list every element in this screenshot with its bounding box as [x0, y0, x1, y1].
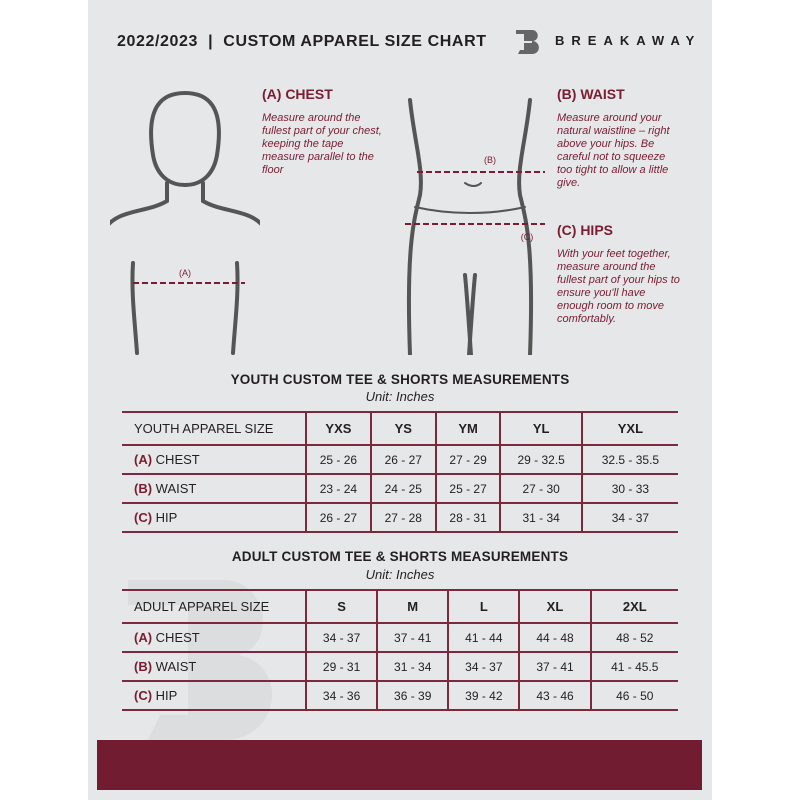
table-cell: 37 - 41 — [518, 651, 591, 682]
table-cell: 25 - 26 — [305, 444, 371, 475]
table-cell: 24 - 25 — [369, 473, 436, 504]
table-cell: 26 - 27 — [305, 502, 371, 533]
adult-title: ADULT CUSTOM TEE & SHORTS MEASUREMENTS — [231, 549, 569, 564]
hips-description: With your feet together, measure around … — [557, 248, 680, 325]
table-cell: 44 - 48 — [518, 622, 591, 653]
table-row: (A) CHEST 25 - 26 26 - 27 27 - 29 29 - 32.5 3… — [122, 444, 678, 475]
footer-bar — [97, 740, 702, 790]
waist-heading: (B) WAIST — [557, 86, 625, 102]
upper-body-figure: (A) — [110, 90, 260, 355]
table-cell: 32.5 - 35.5 — [580, 444, 678, 475]
table-header-row: YOUTH APPAREL SIZE YXS YS YM YL YXL — [122, 411, 678, 446]
chest-description: Measure around the fullest part of your … — [262, 112, 382, 176]
size-col: L — [447, 589, 520, 624]
table-cell: 46 - 50 — [589, 680, 678, 711]
table-cell: 28 - 31 — [434, 502, 501, 533]
table-cell: 43 - 46 — [518, 680, 591, 711]
size-col: YL — [499, 411, 582, 446]
size-col: YM — [434, 411, 501, 446]
table-cell: 34 - 36 — [304, 680, 378, 711]
size-col: XL — [518, 589, 591, 624]
table-cell: 25 - 27 — [434, 473, 501, 504]
table-cell: (C) HIP — [122, 680, 306, 711]
table-cell: 31 - 34 — [376, 651, 449, 682]
table-cell: 27 - 30 — [499, 473, 582, 504]
table-row: (B) WAIST 29 - 31 31 - 34 34 - 37 37 - 41 41 … — [122, 651, 678, 682]
waist-description: Measure around your natural waistline – … — [557, 112, 670, 189]
size-col: YXS — [305, 411, 371, 446]
table-row: (B) WAIST 23 - 24 24 - 25 25 - 27 27 - 30 30 … — [122, 473, 678, 504]
table-cell: (B) WAIST — [122, 473, 306, 504]
table-cell: (A) CHEST — [122, 622, 306, 653]
youth-size-table: YOUTH APPAREL SIZE YXS YS YM YL YXL (A) CHES… — [122, 411, 678, 533]
table-cell: 36 - 39 — [376, 680, 449, 711]
table-cell: 26 - 27 — [369, 444, 436, 475]
table-cell: (B) WAIST — [122, 651, 306, 682]
size-col: 2XL — [589, 589, 678, 624]
chest-heading: (A) CHEST — [262, 86, 333, 102]
size-col: S — [304, 589, 378, 624]
table-row: (C) HIP 26 - 27 27 - 28 28 - 31 31 - 34 34 - … — [122, 502, 678, 533]
page-title: 2022/2023 | CUSTOM APPAREL SIZE CHART — [117, 33, 487, 50]
table-cell: (A) CHEST — [122, 444, 306, 475]
size-col: M — [376, 589, 449, 624]
youth-unit: Unit: Inches — [365, 389, 435, 404]
adult-unit: Unit: Inches — [365, 567, 435, 582]
breakaway-logo-icon — [512, 30, 539, 54]
table-cell: 48 - 52 — [589, 622, 678, 653]
table-cell: 27 - 28 — [369, 502, 436, 533]
size-label: ADULT APPAREL SIZE — [122, 589, 306, 624]
waist-marker: (B) — [484, 155, 496, 165]
table-cell: 41 - 45.5 — [589, 651, 678, 682]
table-cell: 41 - 44 — [447, 622, 520, 653]
table-cell: 34 - 37 — [304, 622, 378, 653]
table-cell: 37 - 41 — [376, 622, 449, 653]
table-cell: 27 - 29 — [434, 444, 501, 475]
table-cell: 23 - 24 — [305, 473, 371, 504]
table-cell: 29 - 31 — [304, 651, 378, 682]
size-label: YOUTH APPAREL SIZE — [122, 411, 306, 446]
table-cell: 29 - 32.5 — [499, 444, 582, 475]
table-cell: 31 - 34 — [499, 502, 582, 533]
table-row: (C) HIP 34 - 36 36 - 39 39 - 42 43 - 46 46 - … — [122, 680, 678, 711]
table-cell: 34 - 37 — [580, 502, 678, 533]
youth-title: YOUTH CUSTOM TEE & SHORTS MEASUREMENTS — [230, 372, 570, 387]
table-cell: 30 - 33 — [580, 473, 678, 504]
table-cell: 34 - 37 — [447, 651, 520, 682]
table-row: (A) CHEST 34 - 37 37 - 41 41 - 44 44 - 48 48 … — [122, 622, 678, 653]
size-col: YXL — [580, 411, 678, 446]
lower-body-figure: (B) (C) — [405, 98, 545, 355]
table-cell: (C) HIP — [122, 502, 306, 533]
table-header-row: ADULT APPAREL SIZE S M L XL 2XL — [122, 589, 678, 624]
brand-name: BREAKAWAY — [555, 33, 702, 48]
chest-marker: (A) — [179, 268, 191, 278]
table-cell: 39 - 42 — [447, 680, 520, 711]
hips-heading: (C) HIPS — [557, 222, 613, 238]
hips-marker: (C) — [521, 232, 534, 242]
size-col: YS — [369, 411, 436, 446]
adult-size-table: ADULT APPAREL SIZE S M L XL 2XL (A) CHEST 34 … — [122, 589, 678, 711]
